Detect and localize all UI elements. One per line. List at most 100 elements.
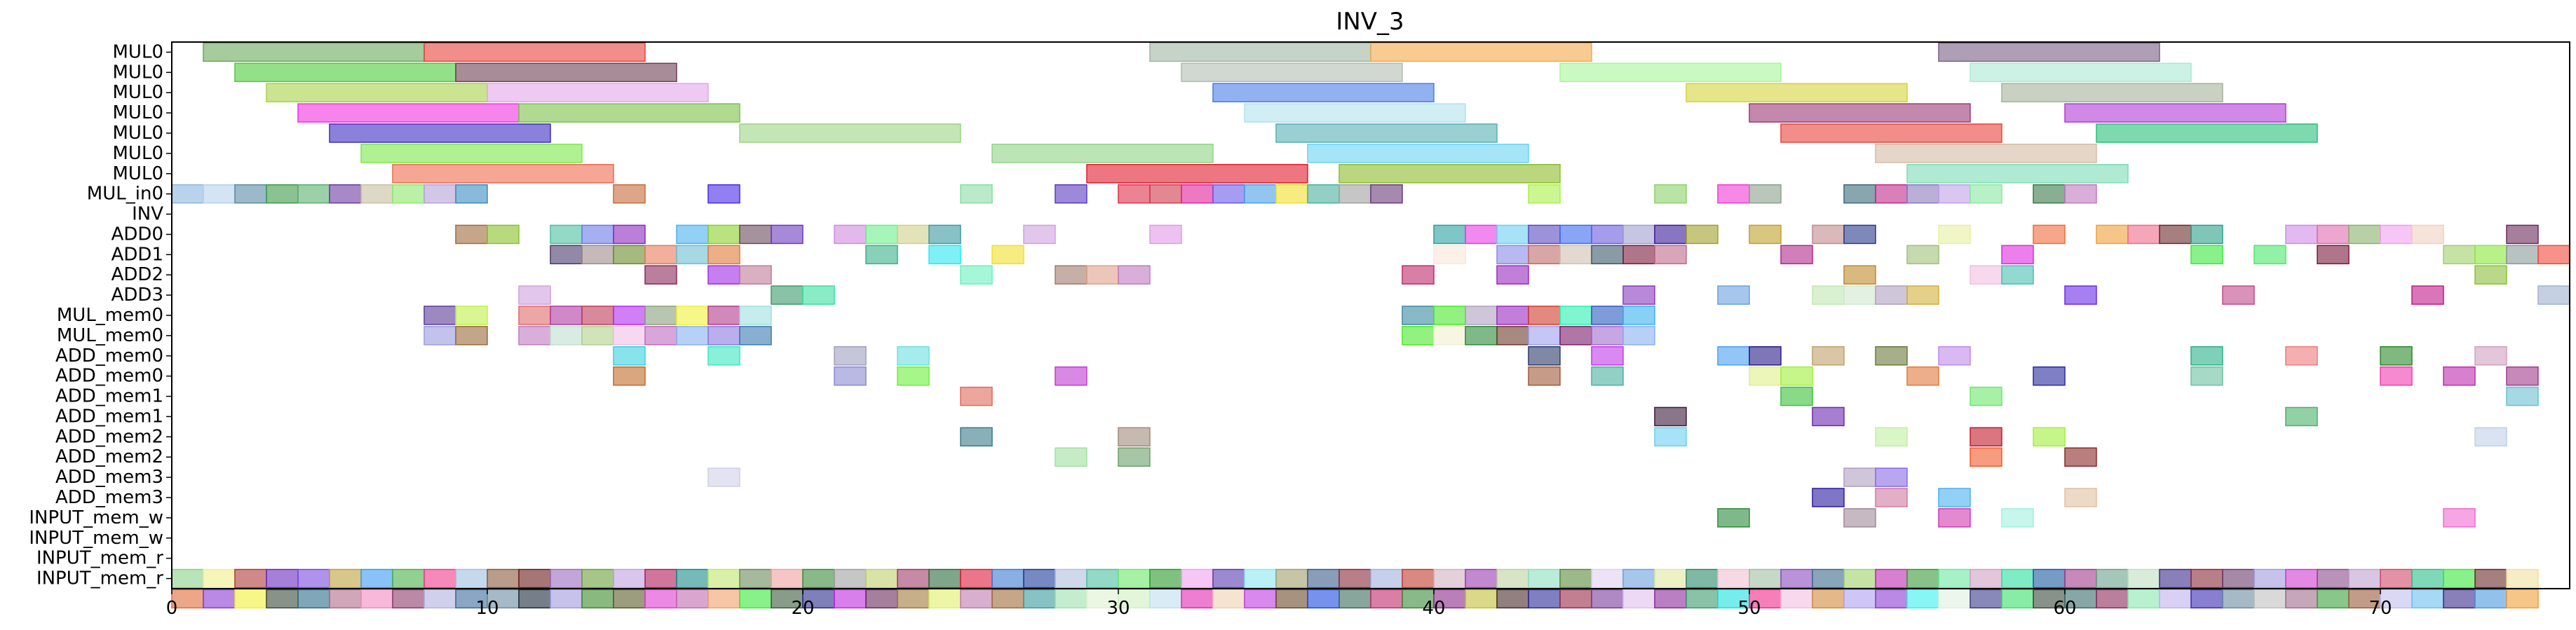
bar <box>1244 589 1277 609</box>
bar <box>1559 62 1782 83</box>
bar <box>2253 568 2286 589</box>
bar <box>771 568 804 589</box>
bar <box>2317 245 2350 265</box>
bar <box>1307 568 1340 589</box>
bar <box>2411 568 2444 589</box>
bar <box>360 144 583 163</box>
bar <box>1149 42 1371 62</box>
bar <box>739 265 772 285</box>
bar <box>1212 589 1245 609</box>
bar <box>1402 568 1435 589</box>
bar <box>1875 346 1908 366</box>
bar <box>1118 427 1151 447</box>
bar <box>234 568 267 589</box>
bar <box>1749 346 1782 366</box>
bar <box>1496 568 1529 589</box>
bar <box>550 224 583 245</box>
bar <box>2159 224 2192 245</box>
bar <box>203 184 236 204</box>
bar <box>2474 427 2507 447</box>
bar <box>1780 386 1813 406</box>
bar <box>1843 568 1876 589</box>
bar <box>1906 285 1939 305</box>
bar <box>2506 245 2539 265</box>
bar <box>423 306 456 325</box>
bar <box>1970 184 2002 204</box>
bar <box>1654 245 1687 265</box>
bar <box>487 589 520 609</box>
bar <box>613 326 646 345</box>
bar <box>960 184 993 204</box>
bar <box>2190 589 2223 609</box>
bar <box>2443 508 2476 528</box>
bar <box>644 568 677 589</box>
bar <box>1433 326 1466 345</box>
bar <box>1055 184 1087 204</box>
bar <box>1118 184 1151 204</box>
bar <box>2001 245 2034 265</box>
bar <box>2506 386 2539 406</box>
x-tick-label: 70 <box>2368 598 2392 619</box>
bar <box>1118 589 1151 609</box>
bar <box>1812 488 1845 507</box>
bar <box>897 224 930 245</box>
bar <box>423 42 646 62</box>
bar <box>234 62 456 83</box>
bar <box>1812 406 1845 427</box>
bar <box>1338 568 1371 589</box>
bar <box>2033 568 2066 589</box>
bar <box>2285 589 2318 609</box>
bar <box>739 306 772 325</box>
bar <box>1559 589 1592 609</box>
bar <box>960 265 993 285</box>
bar <box>676 245 709 265</box>
bar <box>1528 245 1561 265</box>
bar <box>1843 589 1876 609</box>
bar <box>1370 42 1592 62</box>
bar <box>297 184 330 204</box>
bar <box>2474 568 2507 589</box>
bar <box>1938 508 1971 528</box>
bar <box>928 568 961 589</box>
bar <box>1843 184 1876 204</box>
bar <box>2222 589 2255 609</box>
bar <box>455 62 677 83</box>
bar <box>1528 346 1561 366</box>
bar <box>707 306 740 325</box>
bar <box>2474 265 2507 285</box>
bar <box>1528 366 1561 386</box>
bar <box>613 224 646 245</box>
bar <box>455 326 488 345</box>
bar <box>1654 427 1687 447</box>
bar <box>865 568 898 589</box>
bar <box>1686 589 1719 609</box>
bar <box>2253 589 2286 609</box>
bar <box>1402 326 1435 345</box>
bar <box>1433 245 1466 265</box>
bar <box>1023 224 1056 245</box>
bar <box>739 589 772 609</box>
bar <box>739 224 772 245</box>
bar <box>1212 83 1435 102</box>
bar <box>960 386 993 406</box>
bar <box>1938 589 1971 609</box>
bar <box>1465 326 1498 345</box>
y-tick-label: MUL_in0 <box>87 184 163 205</box>
bar <box>2506 224 2539 245</box>
bar <box>1181 184 1214 204</box>
bar <box>676 306 709 325</box>
bar <box>1591 245 1624 265</box>
bar <box>2285 224 2318 245</box>
bar <box>1591 306 1624 325</box>
bar <box>1591 568 1624 589</box>
bar <box>1275 123 1498 143</box>
bar <box>392 589 425 609</box>
bar <box>2127 224 2160 245</box>
bar <box>1338 164 1561 184</box>
y-tick-label: INPUT_mem_r <box>36 548 163 569</box>
bar <box>1654 406 1687 427</box>
bar <box>1717 346 1750 366</box>
bar <box>1686 224 1719 245</box>
bar <box>329 184 362 204</box>
bar <box>1465 568 1498 589</box>
